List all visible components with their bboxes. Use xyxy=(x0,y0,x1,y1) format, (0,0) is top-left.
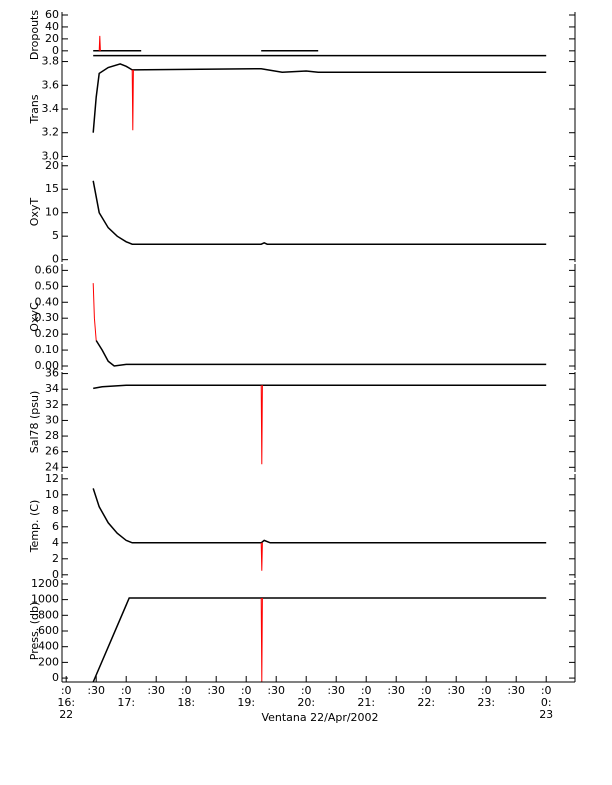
data-line xyxy=(93,384,547,390)
y-tick-label: 20 xyxy=(45,32,59,45)
y-tick-label: 20 xyxy=(45,159,59,172)
y-tick-label: 6 xyxy=(52,520,59,533)
x-tick-label: :0 16: 22 xyxy=(57,684,76,721)
y-tick-label: 8 xyxy=(52,504,59,517)
y-tick-label: 60 xyxy=(45,8,59,21)
data-line xyxy=(260,597,263,683)
y-tick-label: 10 xyxy=(45,488,59,501)
y-tick-label: 12 xyxy=(45,472,59,485)
y-tick-label: 3.2 xyxy=(42,126,60,139)
y-tick-label: 40 xyxy=(45,20,59,33)
data-line xyxy=(92,488,547,544)
y-tick-label: 0.50 xyxy=(35,279,60,292)
y-tick-label: 2 xyxy=(52,552,59,565)
y-tick-label: 0.10 xyxy=(35,343,60,356)
data-line xyxy=(98,35,101,51)
x-tick-label: :0 20: xyxy=(297,684,316,709)
x-tick-label: :30 xyxy=(267,684,286,697)
y-axis-label: Dropouts xyxy=(28,10,41,60)
y-tick-label: 0 xyxy=(52,671,59,684)
x-tick-label: :30 xyxy=(327,684,346,697)
data-line xyxy=(92,63,547,133)
y-tick-label: 0.60 xyxy=(35,263,60,276)
y-tick-label: 28 xyxy=(45,429,59,442)
y-tick-label: 600 xyxy=(38,624,59,637)
data-line xyxy=(131,69,134,131)
y-tick-label: 34 xyxy=(45,382,59,395)
y-axis-label: Sal78 (psu) xyxy=(28,391,41,454)
data-line xyxy=(260,542,263,571)
y-tick-label: 1000 xyxy=(31,593,59,606)
y-tick-label: 3.6 xyxy=(42,78,60,91)
y-tick-label: 36 xyxy=(45,367,59,380)
x-tick-label: :0 21: xyxy=(357,684,376,709)
y-tick-label: 3.8 xyxy=(42,55,60,68)
x-tick-label: :0 19: xyxy=(237,684,256,709)
data-line xyxy=(92,180,547,245)
y-tick-label: 3.0 xyxy=(42,149,60,162)
y-tick-label: 0.40 xyxy=(35,295,60,308)
x-tick-label: :30 xyxy=(507,684,526,697)
y-tick-label: 400 xyxy=(38,640,59,653)
y-tick-label: 26 xyxy=(45,445,59,458)
y-tick-label: 5 xyxy=(52,229,59,242)
y-tick-label: 0.00 xyxy=(35,359,60,372)
data-line xyxy=(92,283,97,341)
y-axis-label: Press. (db) xyxy=(28,602,41,661)
y-tick-label: 4 xyxy=(52,536,59,549)
x-axis-label: Ventana 22/Apr/2002 xyxy=(261,711,379,724)
y-tick-label: 800 xyxy=(38,608,59,621)
x-tick-label: :0 23: xyxy=(477,684,496,709)
y-tick-label: 0.20 xyxy=(35,327,60,340)
y-tick-label: 30 xyxy=(45,413,59,426)
x-tick-label: :30 xyxy=(387,684,406,697)
y-axis-label: OxyC xyxy=(28,302,41,332)
x-tick-label: :30 xyxy=(147,684,166,697)
y-tick-label: 15 xyxy=(45,182,59,195)
y-axis-label: OxyT xyxy=(28,198,41,227)
x-tick-label: :0 17: xyxy=(117,684,136,709)
data-line xyxy=(95,340,547,367)
x-tick-label: :30 xyxy=(207,684,226,697)
x-tick-label: :30 xyxy=(447,684,466,697)
y-tick-label: 10 xyxy=(45,206,59,219)
x-tick-label: :0 0: 23 xyxy=(539,684,554,721)
y-tick-label: 24 xyxy=(45,460,59,473)
x-tick-label: :0 22: xyxy=(417,684,436,709)
y-tick-label: 32 xyxy=(45,398,59,411)
y-tick-label: 1200 xyxy=(31,577,59,590)
x-tick-label: :0 18: xyxy=(177,684,196,709)
data-line xyxy=(92,597,547,683)
data-line xyxy=(260,385,263,465)
y-tick-label: 0.30 xyxy=(35,311,60,324)
y-tick-label: 3.4 xyxy=(42,102,60,115)
y-tick-label: 0 xyxy=(52,568,59,581)
y-tick-label: 200 xyxy=(38,655,59,668)
y-axis-label: Trans xyxy=(28,94,41,124)
x-tick-label: :30 xyxy=(87,684,106,697)
y-tick-label: 0 xyxy=(52,44,59,57)
y-tick-label: 0 xyxy=(52,253,59,266)
y-axis-label: Temp. (C) xyxy=(28,500,41,554)
